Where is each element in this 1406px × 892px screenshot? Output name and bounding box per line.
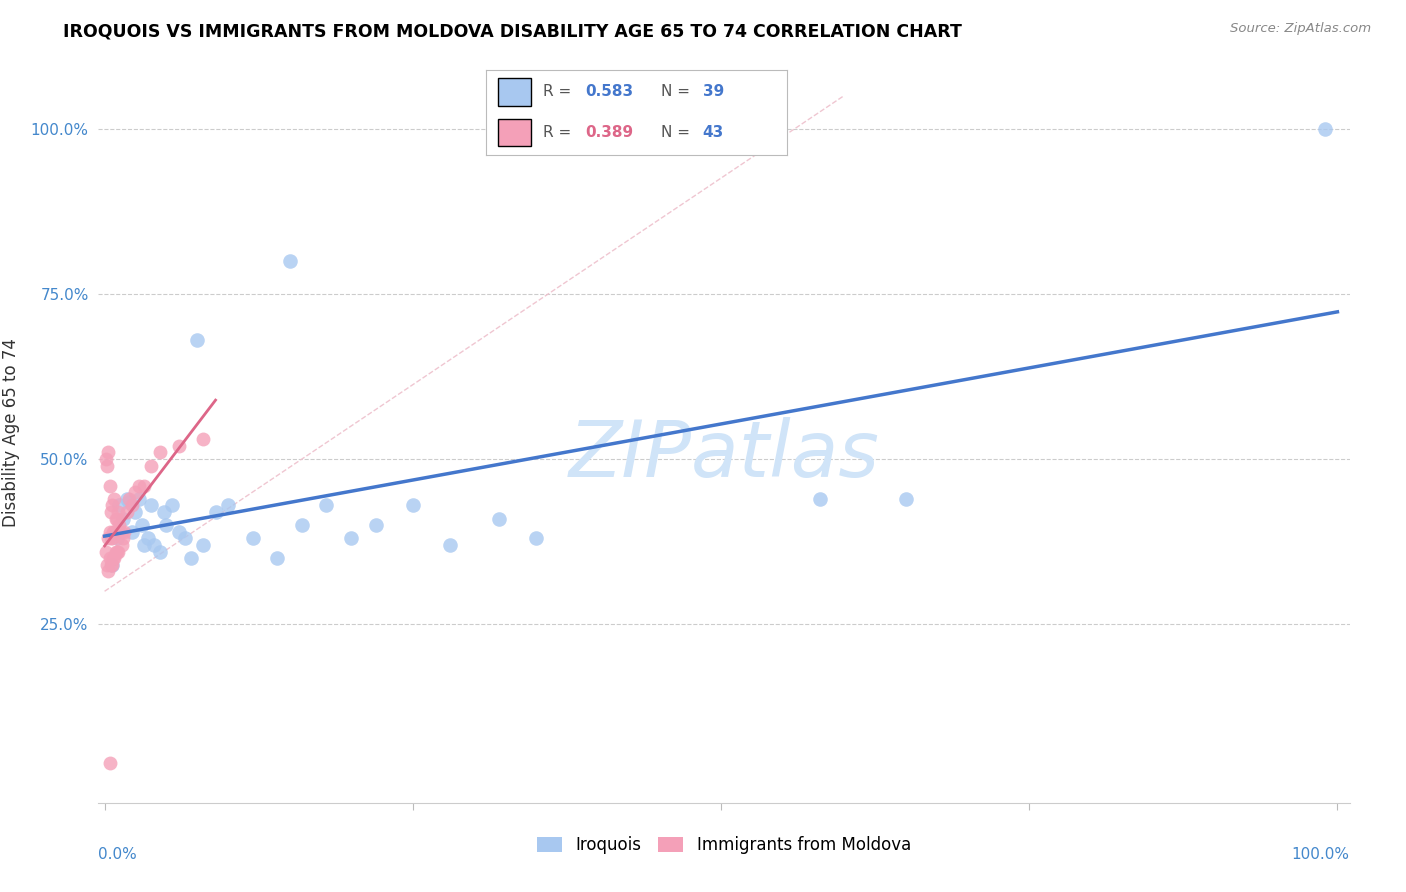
Point bbox=[115, 491, 138, 506]
Point bbox=[488, 511, 510, 525]
Point bbox=[131, 518, 153, 533]
Point bbox=[340, 532, 363, 546]
Point bbox=[112, 524, 135, 539]
Point bbox=[193, 538, 215, 552]
Point bbox=[107, 505, 129, 519]
Point bbox=[132, 478, 155, 492]
Point bbox=[1313, 121, 1336, 136]
Point bbox=[112, 532, 135, 546]
Point bbox=[108, 518, 131, 533]
Point bbox=[118, 495, 141, 509]
Point bbox=[103, 551, 125, 566]
Point bbox=[193, 432, 215, 446]
Point bbox=[101, 558, 124, 572]
Point bbox=[103, 524, 125, 539]
Point bbox=[107, 544, 129, 558]
Point bbox=[111, 538, 134, 552]
Point bbox=[242, 532, 264, 546]
Point bbox=[186, 333, 208, 347]
Point bbox=[167, 524, 190, 539]
Point bbox=[97, 565, 120, 579]
Point bbox=[101, 532, 124, 546]
Legend: Iroquois, Immigrants from Moldova: Iroquois, Immigrants from Moldova bbox=[530, 830, 918, 861]
Point bbox=[103, 491, 125, 506]
Point bbox=[162, 499, 184, 513]
Point bbox=[112, 511, 135, 525]
Point bbox=[124, 485, 146, 500]
Point bbox=[97, 532, 120, 546]
Point bbox=[98, 551, 121, 566]
Point bbox=[167, 439, 190, 453]
Point bbox=[315, 499, 337, 513]
Point bbox=[105, 532, 128, 546]
Point bbox=[136, 532, 159, 546]
Point bbox=[141, 458, 163, 473]
Point bbox=[291, 518, 314, 533]
Point bbox=[180, 551, 202, 566]
Point bbox=[98, 524, 121, 539]
Text: Source: ZipAtlas.com: Source: ZipAtlas.com bbox=[1230, 22, 1371, 36]
Text: IROQUOIS VS IMMIGRANTS FROM MOLDOVA DISABILITY AGE 65 TO 74 CORRELATION CHART: IROQUOIS VS IMMIGRANTS FROM MOLDOVA DISA… bbox=[63, 22, 962, 40]
Point bbox=[98, 756, 121, 771]
Point bbox=[121, 499, 143, 513]
Point bbox=[132, 538, 155, 552]
Point bbox=[808, 491, 831, 506]
Point bbox=[105, 544, 128, 558]
Point bbox=[149, 544, 172, 558]
Point bbox=[128, 478, 150, 492]
Point bbox=[96, 558, 118, 572]
Point bbox=[100, 532, 122, 546]
Point bbox=[103, 551, 125, 566]
Point bbox=[96, 458, 118, 473]
Point bbox=[402, 499, 425, 513]
Point bbox=[100, 505, 122, 519]
Point bbox=[439, 538, 461, 552]
Point bbox=[115, 505, 138, 519]
Point bbox=[94, 452, 117, 467]
Point bbox=[173, 532, 195, 546]
Point bbox=[155, 518, 177, 533]
Point bbox=[121, 524, 143, 539]
Y-axis label: Disability Age 65 to 74: Disability Age 65 to 74 bbox=[1, 338, 20, 527]
Point bbox=[524, 532, 547, 546]
Point bbox=[141, 499, 163, 513]
Point bbox=[97, 445, 120, 459]
Point bbox=[204, 505, 226, 519]
Point bbox=[364, 518, 387, 533]
Point bbox=[104, 511, 127, 525]
Point bbox=[108, 499, 131, 513]
Text: 0.0%: 0.0% bbox=[98, 847, 138, 863]
Point bbox=[278, 253, 301, 268]
Point bbox=[217, 499, 239, 513]
Point bbox=[110, 524, 132, 539]
Point bbox=[104, 544, 127, 558]
Point bbox=[105, 511, 128, 525]
Point bbox=[98, 478, 121, 492]
Point bbox=[894, 491, 917, 506]
Text: 100.0%: 100.0% bbox=[1292, 847, 1350, 863]
Point bbox=[101, 499, 124, 513]
Point bbox=[149, 445, 172, 459]
Point bbox=[101, 558, 124, 572]
Point bbox=[103, 524, 125, 539]
Point bbox=[266, 551, 288, 566]
Point bbox=[152, 505, 174, 519]
Point bbox=[118, 491, 141, 506]
Text: ZIPatlas: ZIPatlas bbox=[568, 417, 880, 493]
Point bbox=[142, 538, 165, 552]
Point bbox=[100, 558, 122, 572]
Point bbox=[124, 505, 146, 519]
Point bbox=[94, 544, 117, 558]
Point bbox=[128, 491, 150, 506]
